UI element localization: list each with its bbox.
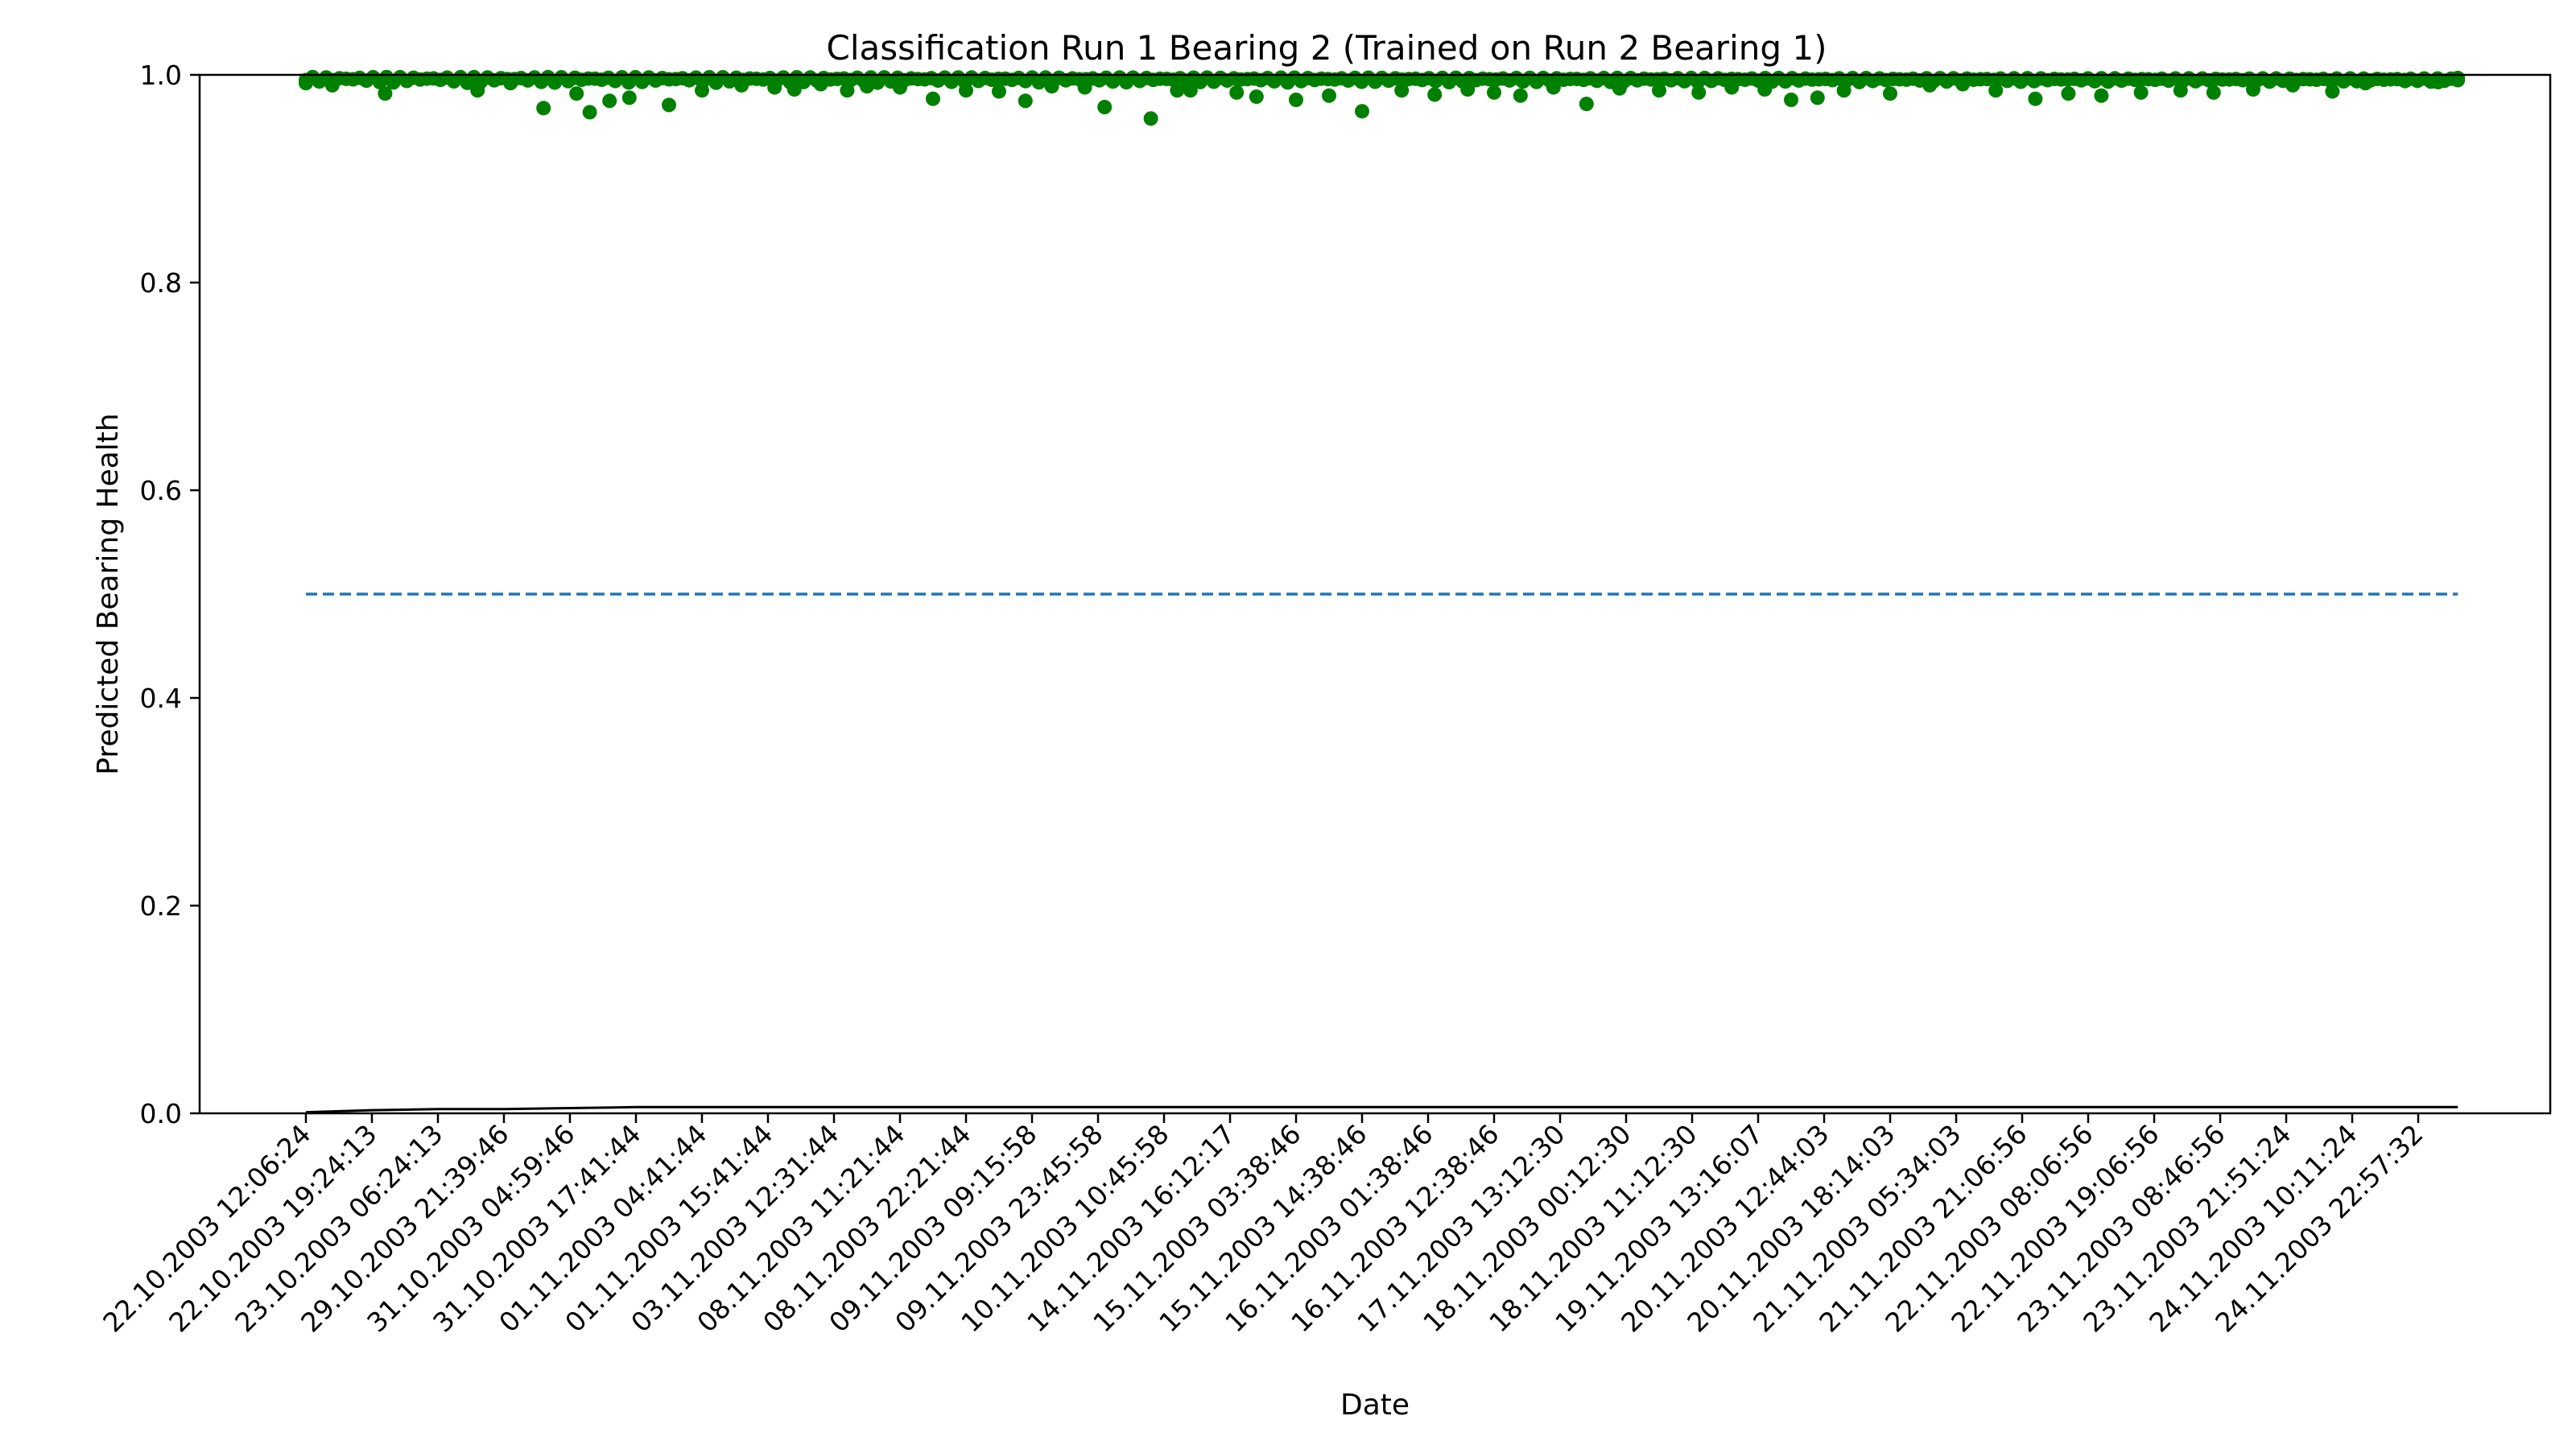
scatter-point: [2133, 85, 2149, 100]
scatter-point: [378, 86, 393, 101]
scatter-point: [1427, 87, 1443, 102]
scatter-point: [2028, 91, 2043, 106]
scatter-point: [2325, 84, 2340, 99]
scatter-point: [1229, 85, 1245, 100]
scatter-point: [621, 90, 637, 105]
y-tick-label: 0.6: [140, 475, 182, 506]
scatter-point: [2206, 85, 2221, 100]
y-axis-label: Predicted Bearing Health: [92, 413, 125, 774]
scatter-point: [1810, 90, 1825, 105]
scatter-point: [1784, 93, 1798, 107]
y-tick-label: 0.4: [140, 683, 182, 714]
scatter-point: [1579, 97, 1594, 112]
series-line: [305, 1105, 2458, 1114]
scatter-point: [1652, 83, 1666, 98]
scatter-point: [1143, 111, 1158, 126]
scatter-point: [536, 101, 551, 116]
scatter-point: [1513, 88, 1528, 103]
scatter-point: [602, 93, 617, 109]
scatter-point: [1289, 93, 1303, 107]
scatter-point: [1394, 83, 1410, 98]
scatter-point: [2094, 88, 2109, 103]
scatter-point: [1249, 89, 1264, 105]
scatter-point: [582, 105, 597, 120]
y-tick-label: 0.2: [140, 890, 182, 922]
y-axis: 0.0 0.2 0.4 0.6 0.8 1.0: [140, 60, 200, 1129]
scatter-point: [926, 91, 940, 106]
chart-title: Classification Run 1 Bearing 2 (Trained …: [827, 28, 1827, 68]
scatter-point: [2450, 72, 2466, 88]
scatter-point: [992, 84, 1006, 99]
scatter-point: [1487, 85, 1501, 100]
y-tick-label: 1.0: [140, 60, 182, 91]
scatter-point: [1883, 86, 1897, 101]
scatter-point: [1322, 88, 1336, 103]
y-tick-label: 0.8: [140, 267, 182, 299]
scatter-point: [1018, 93, 1033, 109]
axes-frame: [198, 73, 2552, 1115]
scatter-point: [1097, 100, 1113, 114]
scatter-point: [662, 97, 676, 113]
scatter-point: [1355, 104, 1369, 119]
scatter-point: [1691, 85, 1707, 100]
scatter-point: [2061, 86, 2076, 101]
scatter-point: [569, 86, 584, 101]
y-tick-label: 0.0: [140, 1098, 182, 1129]
x-axis-label: Date: [1340, 1389, 1410, 1422]
